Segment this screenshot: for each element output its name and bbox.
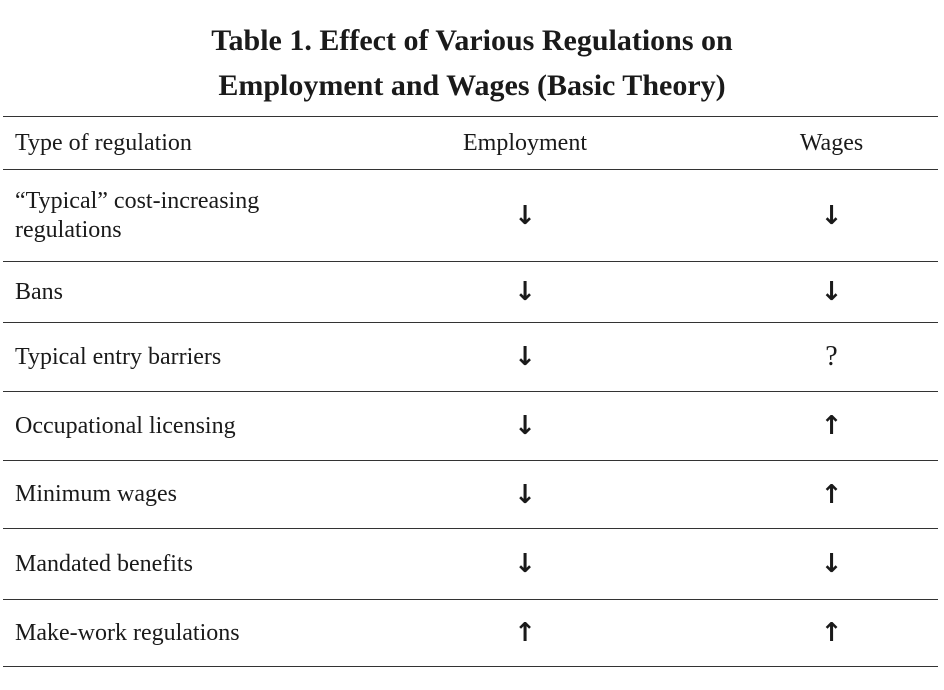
table-row: Mandated benefits ↓ ↓ xyxy=(3,528,938,600)
wages-cell: ↓ xyxy=(595,261,938,323)
row-label: “Typical” cost-increasing regulations xyxy=(3,169,455,262)
row-label: Typical entry barriers xyxy=(3,322,455,392)
wages-cell: ↑ xyxy=(595,599,938,667)
table-header-row: Type of regulation Employment Wages xyxy=(3,116,938,170)
employment-cell: ↑ xyxy=(455,599,595,667)
table-title: Table 1. Effect of Various Regulations o… xyxy=(0,18,944,108)
row-label: Mandated benefits xyxy=(3,528,455,600)
row-label: Bans xyxy=(3,261,455,323)
regulations-table: Type of regulation Employment Wages “Typ… xyxy=(3,116,938,667)
wages-question-mark: ? xyxy=(825,341,838,372)
table-row: “Typical” cost-increasing regulations ↓ … xyxy=(3,169,938,262)
employment-arrow-icon: ↑ xyxy=(514,618,536,648)
wages-arrow-icon: ↓ xyxy=(820,200,843,231)
employment-cell: ↓ xyxy=(455,169,595,262)
employment-arrow-icon: ↓ xyxy=(514,277,536,307)
wages-arrow-icon: ↑ xyxy=(820,618,843,648)
table-title-line-2: Employment and Wages (Basic Theory) xyxy=(218,69,726,102)
employment-arrow-icon: ↓ xyxy=(514,411,536,441)
employment-arrow-icon: ↓ xyxy=(514,549,536,579)
table-row: Occupational licensing ↓ ↑ xyxy=(3,391,938,461)
wages-arrow-icon: ↓ xyxy=(820,277,843,307)
table-row: Minimum wages ↓ ↑ xyxy=(3,460,938,529)
wages-cell: ↓ xyxy=(595,169,938,262)
wages-arrow-icon: ↑ xyxy=(820,411,843,441)
employment-cell: ↓ xyxy=(455,391,595,461)
row-label-line-1: “Typical” cost-increasing xyxy=(15,187,260,214)
table-row: Typical entry barriers ↓ ? xyxy=(3,322,938,392)
employment-arrow-icon: ↓ xyxy=(514,200,536,231)
table-row: Bans ↓ ↓ xyxy=(3,261,938,323)
employment-cell: ↓ xyxy=(455,460,595,529)
column-header-wages: Wages xyxy=(595,116,938,170)
row-label: Occupational licensing xyxy=(3,391,455,461)
employment-arrow-icon: ↓ xyxy=(514,342,536,372)
table-row: Make-work regulations ↑ ↑ xyxy=(3,599,938,667)
table-title-line-1: Table 1. Effect of Various Regulations o… xyxy=(211,24,733,57)
wages-cell: ↓ xyxy=(595,528,938,600)
row-label-line-2: regulations xyxy=(15,216,122,243)
column-header-employment: Employment xyxy=(455,116,595,170)
wages-cell: ? xyxy=(595,322,938,392)
wages-arrow-icon: ↓ xyxy=(820,549,843,579)
employment-arrow-icon: ↓ xyxy=(514,479,536,510)
wages-arrow-icon: ↑ xyxy=(820,479,843,510)
employment-cell: ↓ xyxy=(455,322,595,392)
column-header-type: Type of regulation xyxy=(3,116,455,170)
wages-cell: ↑ xyxy=(595,391,938,461)
wages-cell: ↑ xyxy=(595,460,938,529)
employment-cell: ↓ xyxy=(455,261,595,323)
row-label: Make-work regulations xyxy=(3,599,455,667)
employment-cell: ↓ xyxy=(455,528,595,600)
row-label: Minimum wages xyxy=(3,460,455,529)
